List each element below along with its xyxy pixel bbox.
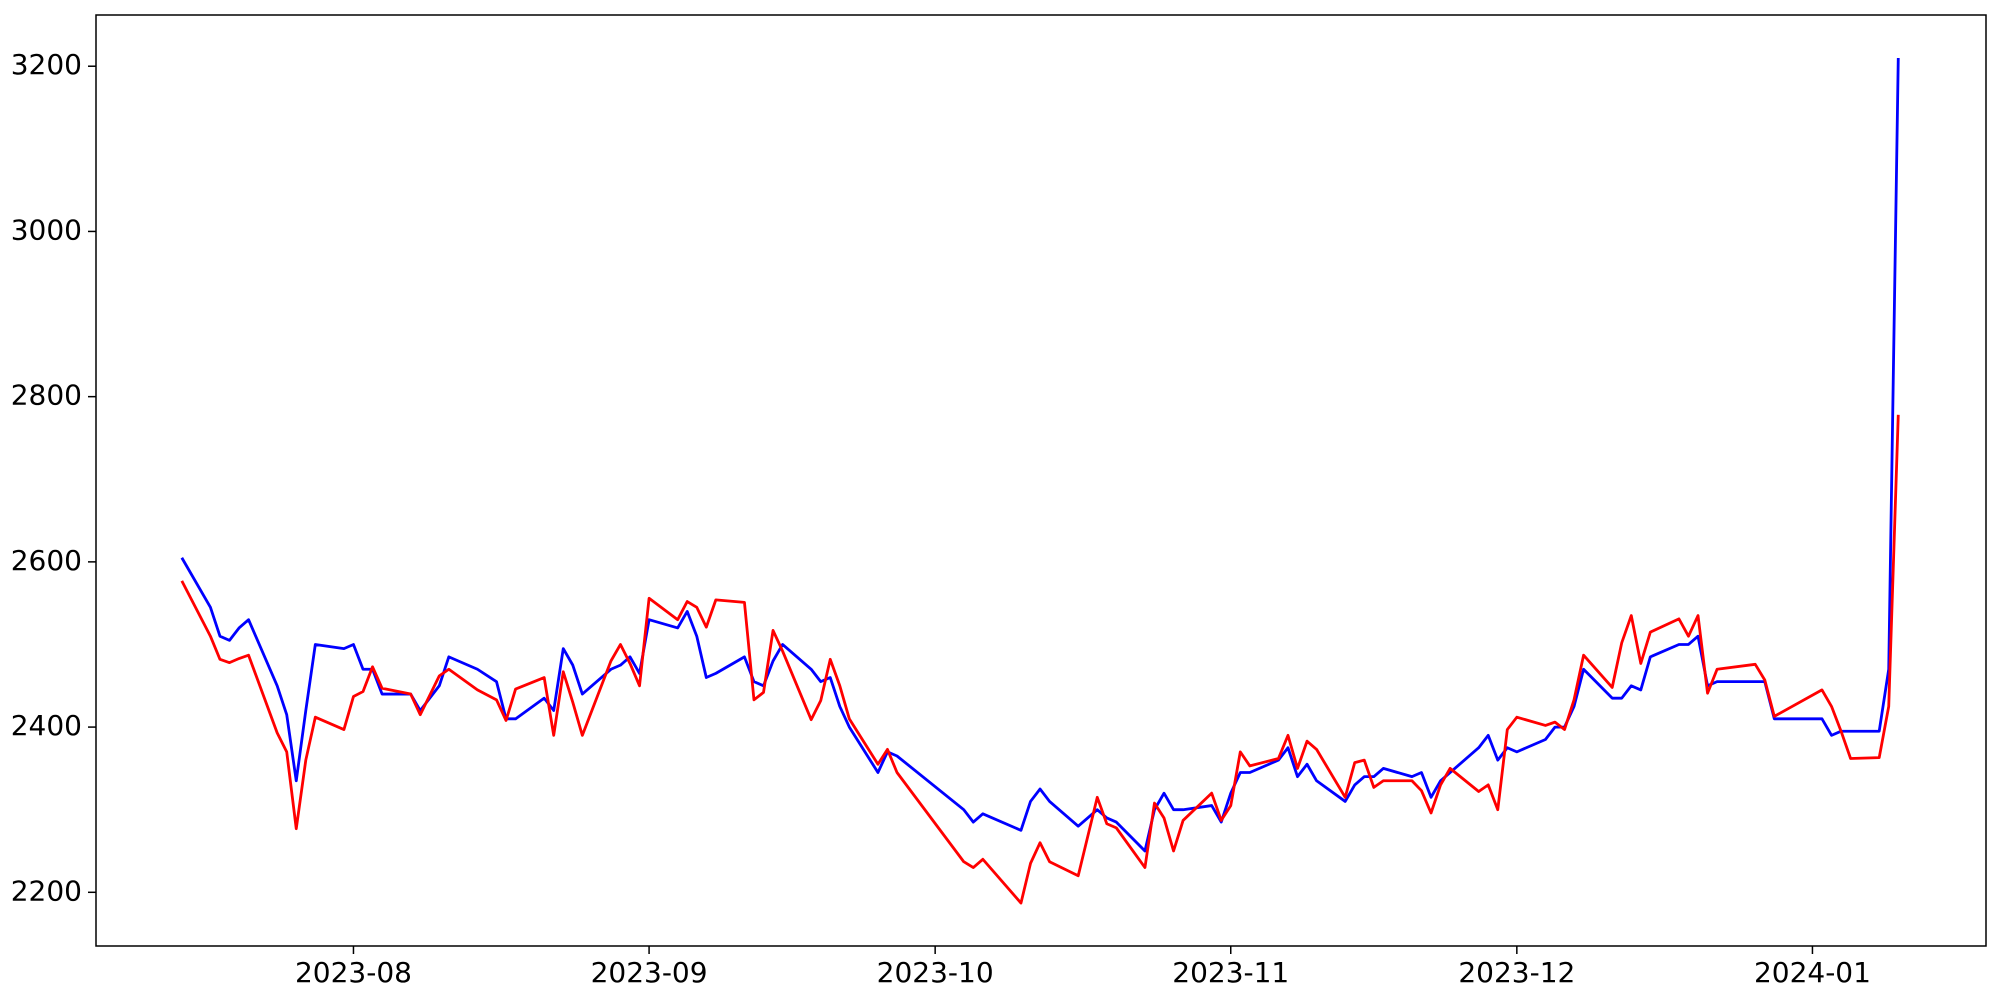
x-tick-label: 2023-12 [1458,956,1575,989]
line-series [180,414,1900,905]
line-series [180,57,1900,853]
x-tick-label: 2023-08 [295,956,412,989]
y-tick-label: 3000 [11,213,82,246]
x-tick-label: 2023-11 [1172,956,1289,989]
y-tick-label: 2400 [11,709,82,742]
axes-frame [95,14,1987,947]
y-tick-label: 3200 [11,48,82,81]
y-tick-label: 2800 [11,379,82,412]
x-tick-label: 2024-01 [1754,956,1871,989]
y-tick-label: 2600 [11,544,82,577]
y-tick-label: 2200 [11,874,82,907]
x-tick-label: 2023-10 [877,956,994,989]
x-tick-label: 2023-09 [591,956,708,989]
